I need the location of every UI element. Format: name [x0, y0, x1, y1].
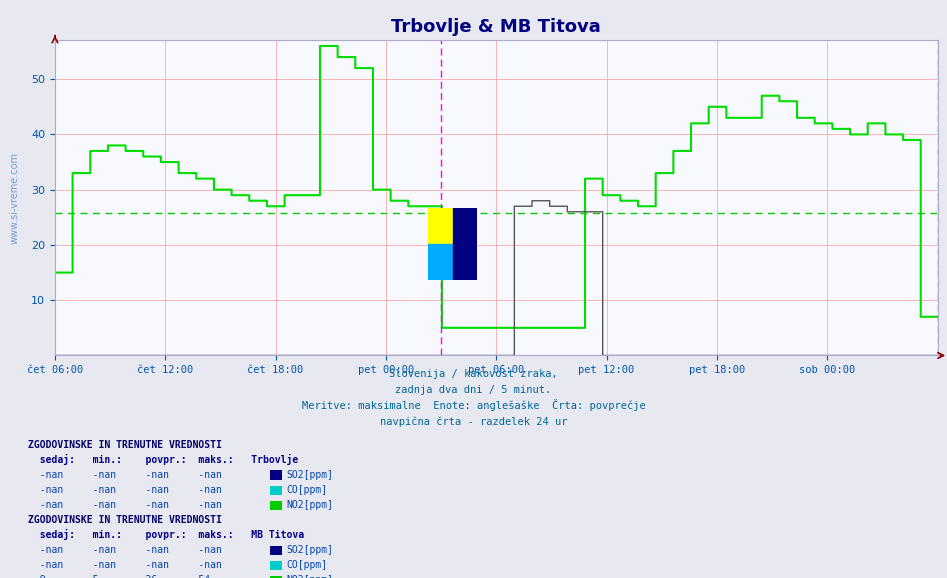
- Text: www.si-vreme.com: www.si-vreme.com: [9, 152, 19, 244]
- Bar: [428, 208, 453, 244]
- Text: ZGODOVINSKE IN TRENUTNE VREDNOSTI: ZGODOVINSKE IN TRENUTNE VREDNOSTI: [28, 440, 223, 450]
- Text: -nan     -nan     -nan     -nan: -nan -nan -nan -nan: [28, 470, 252, 480]
- Bar: [428, 244, 453, 280]
- Text: 9        5        26       54: 9 5 26 54: [28, 575, 252, 578]
- Text: CO[ppm]: CO[ppm]: [286, 560, 327, 570]
- Title: Trbovlje & MB Titova: Trbovlje & MB Titova: [391, 18, 601, 36]
- Bar: [453, 208, 477, 280]
- Text: Slovenija / kakovost zraka,: Slovenija / kakovost zraka,: [389, 369, 558, 379]
- Text: -nan     -nan     -nan     -nan: -nan -nan -nan -nan: [28, 545, 252, 555]
- Text: Meritve: maksimalne  Enote: anglešaške  Črta: povprečje: Meritve: maksimalne Enote: anglešaške Čr…: [302, 399, 645, 411]
- Text: sedaj:   min.:    povpr.:  maks.:   MB Titova: sedaj: min.: povpr.: maks.: MB Titova: [28, 529, 305, 540]
- Text: NO2[ppm]: NO2[ppm]: [286, 575, 333, 578]
- Text: SO2[ppm]: SO2[ppm]: [286, 470, 333, 480]
- Text: zadnja dva dni / 5 minut.: zadnja dva dni / 5 minut.: [396, 385, 551, 395]
- Text: -nan     -nan     -nan     -nan: -nan -nan -nan -nan: [28, 500, 252, 510]
- Text: sedaj:   min.:    povpr.:  maks.:   Trbovlje: sedaj: min.: povpr.: maks.: Trbovlje: [28, 454, 298, 465]
- Text: NO2[ppm]: NO2[ppm]: [286, 500, 333, 510]
- Text: -nan     -nan     -nan     -nan: -nan -nan -nan -nan: [28, 560, 252, 570]
- Text: CO[ppm]: CO[ppm]: [286, 485, 327, 495]
- Text: -nan     -nan     -nan     -nan: -nan -nan -nan -nan: [28, 485, 252, 495]
- Text: ZGODOVINSKE IN TRENUTNE VREDNOSTI: ZGODOVINSKE IN TRENUTNE VREDNOSTI: [28, 515, 223, 525]
- Text: navpična črta - razdelek 24 ur: navpična črta - razdelek 24 ur: [380, 417, 567, 427]
- Text: SO2[ppm]: SO2[ppm]: [286, 545, 333, 555]
